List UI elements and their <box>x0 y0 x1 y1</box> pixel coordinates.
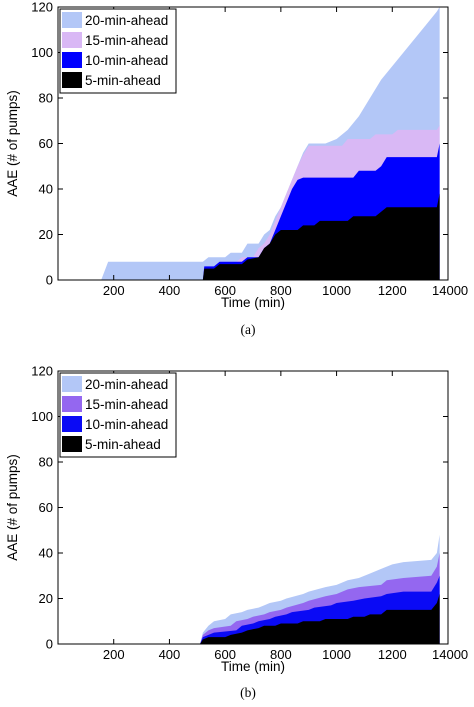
y-axis-label: AAE (# of pumps) <box>5 454 20 561</box>
legend-swatch-10-min-ahead <box>62 416 82 432</box>
chart-panel-b: 0 20 40 60 80 100 120 200 400 600 800 1000 1200 14000… <box>5 364 468 701</box>
y-tick-label: 20 <box>39 591 53 606</box>
legend-label-20-min-ahead: 20-min-ahead <box>85 13 168 28</box>
y-tick-label: 40 <box>39 546 53 561</box>
x-tick-label: 600 <box>214 647 236 662</box>
x-axis-label: Time (min) <box>221 295 285 310</box>
legend: 20-min-ahead 15-min-ahead 10-min-ahead 5-mi… <box>59 8 177 94</box>
legend-swatch-20-min-ahead <box>62 12 82 28</box>
legend-swatch-20-min-ahead <box>62 376 82 392</box>
y-tick-label: 20 <box>39 227 53 242</box>
legend-label-15-min-ahead: 15-min-ahead <box>85 397 168 412</box>
legend-label-5-min-ahead: 5-min-ahead <box>85 73 161 88</box>
y-tick-label: 60 <box>39 500 53 515</box>
x-tick-label: 1200 <box>378 647 407 662</box>
legend-swatch-15-min-ahead <box>62 396 82 412</box>
x-tick-label: 800 <box>270 647 292 662</box>
panel-caption: (b) <box>240 685 256 700</box>
area-5-min-ahead <box>202 193 440 280</box>
x-tick-label: 200 <box>103 647 125 662</box>
legend-swatch-10-min-ahead <box>62 52 82 68</box>
x-tick-label-edge: 14000 <box>432 647 468 662</box>
legend-label-10-min-ahead: 10-min-ahead <box>85 417 168 432</box>
area-layers <box>200 534 440 644</box>
y-tick-label: 60 <box>39 136 53 151</box>
x-tick-label: 1000 <box>322 283 351 298</box>
legend-label-20-min-ahead: 20-min-ahead <box>85 377 168 392</box>
y-tick-label: 0 <box>46 637 53 652</box>
y-tick-label: 0 <box>46 273 53 288</box>
x-tick-label-edge: 14000 <box>432 283 468 298</box>
x-tick-label: 1200 <box>378 283 407 298</box>
x-tick-label: 200 <box>103 283 125 298</box>
legend-label-15-min-ahead: 15-min-ahead <box>85 33 168 48</box>
y-tick-label: 80 <box>39 455 53 470</box>
chart-panel-a: 0 20 40 60 80 100 120 200 400 600 800 1000 1200 14000… <box>5 0 468 337</box>
y-tick-label: 120 <box>31 0 53 15</box>
legend-swatch-5-min-ahead <box>62 436 82 452</box>
y-tick-label: 80 <box>39 91 53 106</box>
y-tick-label: 100 <box>31 409 53 424</box>
y-tick-label: 100 <box>31 45 53 60</box>
legend-swatch-5-min-ahead <box>62 72 82 88</box>
area-layers <box>101 7 440 280</box>
y-tick-label: 40 <box>39 182 53 197</box>
x-tick-label: 1000 <box>322 647 351 662</box>
x-tick-label: 400 <box>159 647 181 662</box>
legend-label-5-min-ahead: 5-min-ahead <box>85 437 161 452</box>
legend-swatch-15-min-ahead <box>62 32 82 48</box>
x-tick-label: 800 <box>270 283 292 298</box>
area-5-min-ahead <box>200 593 440 644</box>
y-tick-label: 120 <box>31 364 53 379</box>
y-axis-label: AAE (# of pumps) <box>5 90 20 197</box>
legend: 20-min-ahead 15-min-ahead 10-min-ahead 5-mi… <box>59 372 177 458</box>
legend-label-10-min-ahead: 10-min-ahead <box>85 53 168 68</box>
x-tick-label: 600 <box>214 283 236 298</box>
x-tick-label: 400 <box>159 283 181 298</box>
panel-caption: (a) <box>241 322 256 337</box>
x-axis-label: Time (min) <box>221 659 285 674</box>
